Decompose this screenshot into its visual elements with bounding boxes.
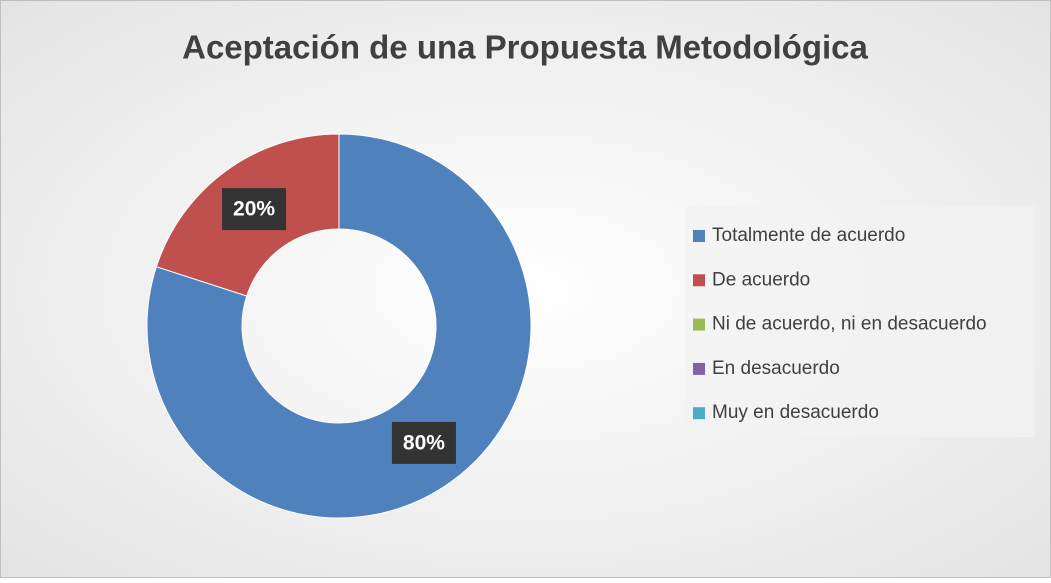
legend-label: Ni de acuerdo, ni en desacuerdo	[712, 314, 987, 335]
data-label-box	[222, 188, 287, 231]
data-label-box	[391, 421, 456, 464]
legend-swatch	[693, 407, 705, 420]
chart-title: Aceptación de una Propuesta Metodológica	[182, 29, 868, 66]
data-label: 20%	[233, 198, 275, 221]
legend-box	[685, 206, 1035, 437]
legend-swatch	[693, 362, 705, 375]
legend-swatch	[693, 230, 705, 242]
legend-swatch	[693, 318, 705, 331]
legend-label: Muy en desacuerdo	[712, 402, 879, 423]
legend-label: En desacuerdo	[712, 358, 840, 379]
data-label: 80%	[403, 431, 445, 454]
legend-label: Totalmente de acuerdo	[712, 225, 905, 246]
legend-swatch	[693, 274, 705, 287]
legend-label: De acuerdo	[712, 269, 810, 290]
